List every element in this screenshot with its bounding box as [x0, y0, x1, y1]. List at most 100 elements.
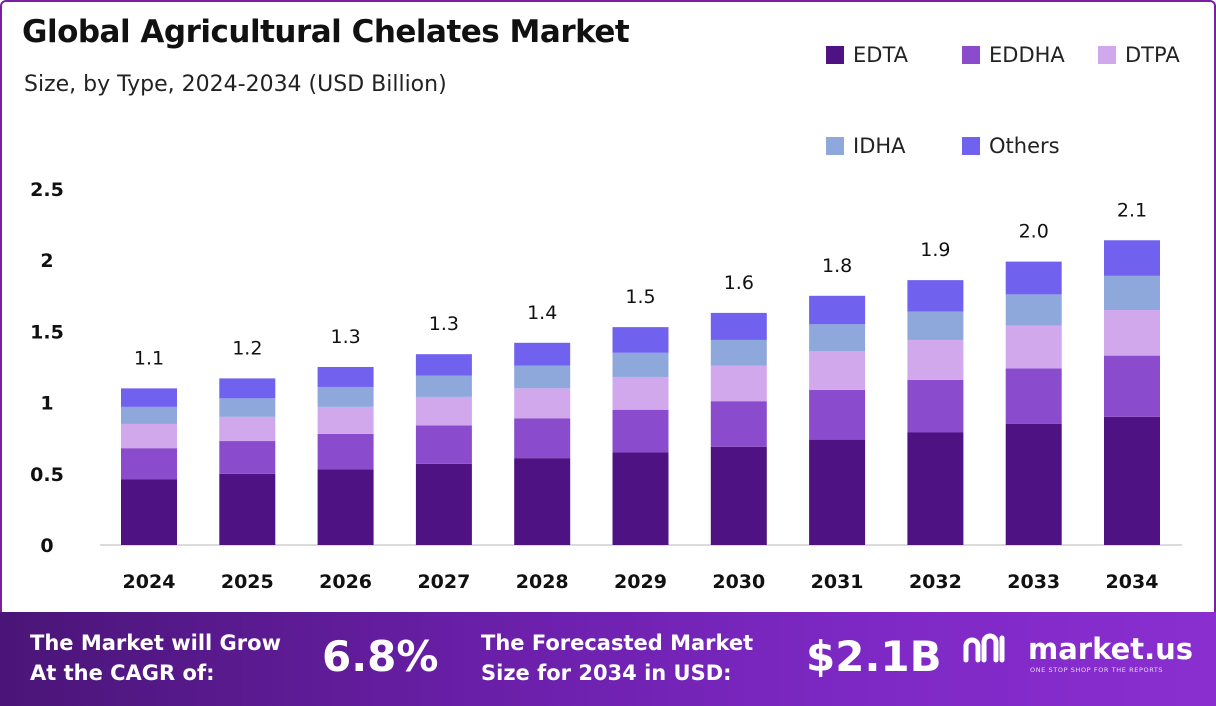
bar-total-label: 2.0 — [1019, 221, 1049, 243]
bar-segment-dtpa-2027 — [415, 396, 472, 426]
legend-swatch-edta — [826, 46, 844, 64]
chart-subtitle: Size, by Type, 2024-2034 (USD Billion) — [24, 72, 447, 97]
y-tick-label: 0.5 — [30, 464, 64, 486]
x-tick-label: 2025 — [221, 571, 274, 593]
bar-segment-dtpa-2032 — [907, 339, 964, 380]
bar-segment-eddha-2028 — [514, 418, 571, 459]
bar-segment-idha-2029 — [612, 352, 669, 377]
bar-segment-others-2033 — [1005, 261, 1062, 295]
chart-title: Global Agricultural Chelates Market — [22, 14, 630, 50]
bar-segment-idha-2033 — [1005, 294, 1062, 326]
legend-label-edta: EDTA — [853, 43, 909, 67]
legend-item-others: Others — [962, 134, 1060, 158]
bar-segment-edta-2028 — [514, 458, 571, 545]
legend-item-eddha: EDDHA — [962, 43, 1065, 67]
cagr-label: The Market will Grow At the CAGR of: — [30, 628, 281, 688]
forecast-label: The Forecasted Market Size for 2034 in U… — [481, 628, 753, 688]
legend-item-idha: IDHA — [826, 134, 906, 158]
forecast-label-line1: The Forecasted Market — [481, 631, 754, 655]
brand-tagline: ONE STOP SHOP FOR THE REPORTS — [1030, 666, 1164, 674]
bar-segment-eddha-2026 — [317, 433, 374, 470]
bar-segment-edta-2026 — [317, 469, 374, 545]
x-tick-label: 2032 — [909, 571, 962, 593]
y-tick-label: 1 — [40, 393, 53, 415]
x-tick-label: 2033 — [1007, 571, 1060, 593]
y-tick-label: 1.5 — [30, 321, 64, 343]
y-tick-label: 2 — [40, 250, 53, 272]
bar-segment-dtpa-2024 — [121, 423, 177, 449]
bar-total-label: 1.9 — [920, 239, 950, 261]
bar-total-label: 1.4 — [527, 302, 557, 324]
legend-label-idha: IDHA — [853, 134, 906, 158]
bar-segment-dtpa-2030 — [710, 365, 767, 402]
bar-total-label: 1.3 — [429, 313, 459, 335]
bar-segment-idha-2032 — [907, 311, 964, 340]
bar-segment-eddha-2032 — [907, 379, 964, 433]
bar-segment-idha-2025 — [219, 398, 276, 417]
bar-segment-eddha-2033 — [1005, 368, 1062, 424]
bar-segment-others-2024 — [121, 388, 177, 407]
legend-swatch-idha — [826, 137, 844, 155]
bar-segment-dtpa-2033 — [1005, 325, 1062, 369]
bar-segment-edta-2027 — [415, 463, 472, 545]
chart-frame — [0, 0, 1216, 614]
bar-segment-idha-2028 — [514, 365, 571, 389]
bar-segment-eddha-2024 — [121, 448, 177, 480]
bar-total-label: 1.5 — [625, 286, 655, 308]
bar-segment-edta-2024 — [121, 479, 177, 545]
bar-total-label: 1.6 — [724, 272, 754, 294]
brand-name: market.us — [1028, 632, 1194, 666]
x-tick-label: 2031 — [811, 571, 864, 593]
legend-label-eddha: EDDHA — [989, 43, 1065, 67]
forecast-label-line2: Size for 2034 in USD: — [481, 661, 732, 685]
x-tick-label: 2029 — [614, 571, 667, 593]
bar-total-label: 1.3 — [330, 326, 360, 348]
bar-segment-eddha-2031 — [809, 389, 866, 440]
bar-segment-edta-2029 — [612, 452, 669, 545]
cagr-label-line1: The Market will Grow — [30, 631, 281, 655]
cagr-value: 6.8% — [322, 632, 439, 681]
x-tick-label: 2030 — [712, 571, 765, 593]
bar-total-label: 1.2 — [232, 337, 262, 359]
footer-banner: The Market will Grow At the CAGR of: 6.8… — [0, 612, 1216, 706]
x-tick-label: 2034 — [1106, 571, 1159, 593]
bar-segment-others-2028 — [514, 342, 571, 366]
x-tick-label: 2027 — [417, 571, 470, 593]
bar-segment-idha-2034 — [1104, 275, 1160, 311]
legend-label-dtpa: DTPA — [1125, 43, 1180, 67]
bar-segment-idha-2031 — [809, 324, 866, 352]
x-tick-label: 2024 — [123, 571, 176, 593]
bar-segment-others-2026 — [317, 367, 374, 387]
legend-swatch-dtpa — [1098, 46, 1116, 64]
legend-label-others: Others — [989, 134, 1060, 158]
x-tick-label: 2028 — [516, 571, 569, 593]
bar-segment-eddha-2025 — [219, 441, 276, 474]
bar-segment-edta-2033 — [1005, 423, 1062, 545]
x-tick-label: 2026 — [319, 571, 372, 593]
bar-total-label: 1.1 — [134, 347, 164, 369]
bar-segment-dtpa-2025 — [219, 416, 276, 442]
bar-segment-eddha-2029 — [612, 409, 669, 453]
bar-segment-dtpa-2029 — [612, 376, 669, 410]
stacked-bar-chart: 0 0.5 1 1.5 2 2.5 1.1 2024 1.2 2025 1.3 2026 1.3 2027… — [30, 179, 1182, 593]
legend-item-dtpa: DTPA — [1098, 43, 1180, 67]
bar-segment-edta-2025 — [219, 473, 276, 545]
bar-segment-dtpa-2026 — [317, 406, 374, 434]
bar-segment-idha-2030 — [710, 339, 767, 366]
bar-segment-edta-2031 — [809, 439, 866, 545]
bar-total-label: 1.8 — [822, 255, 852, 277]
y-tick-label: 0 — [40, 535, 53, 557]
legend-swatch-others — [962, 137, 980, 155]
bar-segment-dtpa-2034 — [1104, 310, 1160, 356]
bar-segment-eddha-2034 — [1104, 355, 1160, 417]
legend-item-edta: EDTA — [826, 43, 908, 67]
y-tick-label: 2.5 — [30, 179, 64, 201]
brand-logo[interactable]: market.us — [962, 632, 1193, 666]
bar-total-label: 2.1 — [1117, 199, 1147, 221]
forecast-value: $2.1B — [806, 632, 942, 681]
bar-segment-others-2027 — [415, 354, 472, 376]
cagr-label-line2: At the CAGR of: — [30, 661, 215, 685]
bar-segment-others-2031 — [809, 295, 866, 325]
bar-segment-others-2030 — [710, 312, 767, 340]
bar-segment-edta-2032 — [907, 432, 964, 545]
